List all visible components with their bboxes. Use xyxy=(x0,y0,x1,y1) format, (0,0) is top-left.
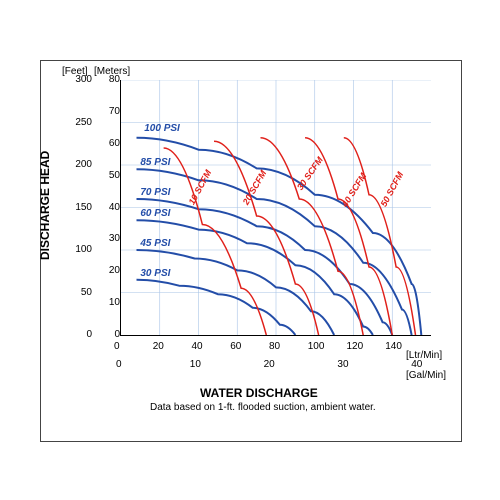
psi-label: 70 PSI xyxy=(140,187,170,198)
tick: 0 xyxy=(68,329,92,340)
tick: 100 xyxy=(68,244,92,255)
tick: 250 xyxy=(68,117,92,128)
unit-gal: [Gal/Min] xyxy=(406,370,446,381)
psi-label: 60 PSI xyxy=(140,208,170,219)
tick: 100 xyxy=(308,341,325,352)
plot-area: 100 PSI85 PSI70 PSI60 PSI45 PSI30 PSI10 … xyxy=(120,80,431,336)
tick: 20 xyxy=(153,341,164,352)
y-axis-title: DISCHARGE HEAD xyxy=(38,151,52,260)
chart-note: Data based on 1-ft. flooded suction, amb… xyxy=(150,402,376,413)
tick: 40 xyxy=(192,341,203,352)
psi-label: 85 PSI xyxy=(140,157,170,168)
psi-label: 45 PSI xyxy=(140,238,170,249)
tick: 60 xyxy=(96,138,120,149)
tick: 30 xyxy=(337,359,348,370)
tick: 50 xyxy=(68,287,92,298)
tick: 200 xyxy=(68,159,92,170)
tick: 30 xyxy=(96,233,120,244)
tick: 70 xyxy=(96,106,120,117)
tick: 60 xyxy=(230,341,241,352)
tick: 10 xyxy=(190,359,201,370)
x-axis-title: WATER DISCHARGE xyxy=(200,386,318,400)
tick: 150 xyxy=(68,202,92,213)
tick: 120 xyxy=(347,341,364,352)
tick: 140 xyxy=(385,341,402,352)
psi-label: 100 PSI xyxy=(144,123,180,134)
tick: 40 xyxy=(411,359,422,370)
tick: 20 xyxy=(264,359,275,370)
tick: 0 xyxy=(116,359,122,370)
tick: 40 xyxy=(96,202,120,213)
tick: 80 xyxy=(96,74,120,85)
tick: 300 xyxy=(68,74,92,85)
tick: 0 xyxy=(96,329,120,340)
psi-label: 30 PSI xyxy=(140,268,170,279)
tick: 0 xyxy=(114,341,120,352)
tick: 10 xyxy=(96,297,120,308)
tick: 50 xyxy=(96,170,120,181)
tick: 80 xyxy=(269,341,280,352)
tick: 20 xyxy=(96,265,120,276)
